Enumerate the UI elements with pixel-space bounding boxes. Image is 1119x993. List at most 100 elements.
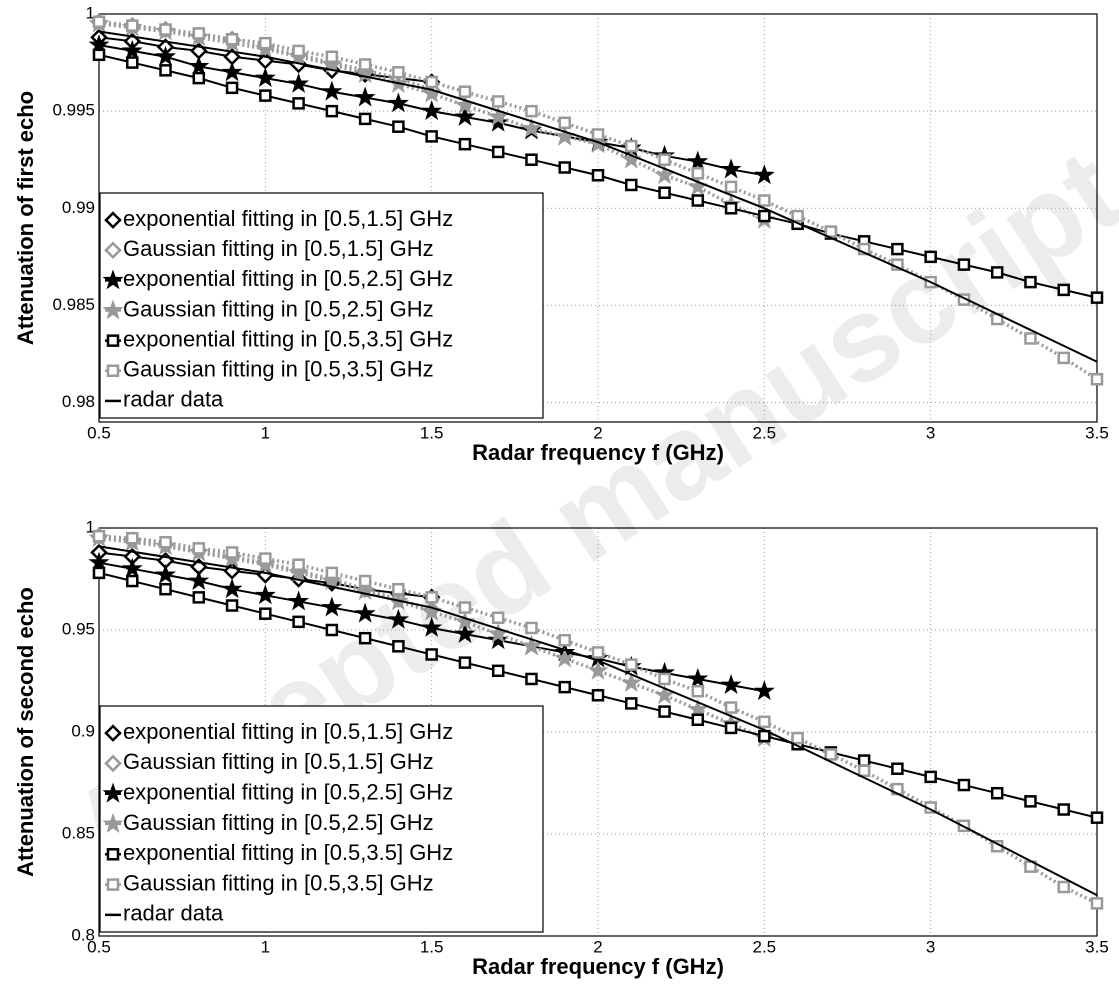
data-point (1090, 811, 1104, 824)
data-point (358, 58, 372, 71)
data-point (587, 659, 609, 680)
x-tick-label: 1 (261, 937, 270, 956)
legend-label: exponential fitting in [0.5,3.5] GHz (123, 326, 453, 351)
data-point (525, 621, 538, 635)
data-point (288, 561, 310, 582)
data-point (121, 557, 143, 578)
data-point (225, 81, 239, 95)
legend-marker (104, 754, 122, 773)
data-point (325, 50, 339, 63)
data-point (454, 623, 476, 644)
data-point (620, 148, 642, 169)
data-point (1057, 880, 1070, 894)
data-point (990, 266, 1004, 279)
data-point (558, 633, 571, 647)
x-tick-label: 3 (926, 423, 935, 442)
data-point (558, 680, 571, 694)
data-point (458, 656, 472, 669)
legend-marker (104, 724, 122, 742)
legend-label: exponential fitting in [0.5,2.5] GHz (123, 266, 453, 291)
data-point (924, 250, 937, 264)
data-point (454, 610, 476, 631)
data-point (92, 566, 106, 580)
data-point (259, 552, 272, 565)
data-point (658, 705, 671, 718)
data-point (192, 27, 206, 40)
data-point (88, 551, 110, 572)
data-point (687, 667, 709, 688)
data-point (625, 658, 638, 671)
data-point (392, 640, 405, 653)
x-axis-label: Radar frequency f (GHz) (472, 954, 724, 979)
data-point (720, 674, 742, 695)
x-tick-label: 2 (593, 937, 602, 956)
x-tick-label: 2.5 (753, 937, 777, 956)
data-point (924, 770, 937, 784)
legend-box (99, 705, 544, 933)
data-point (687, 698, 709, 719)
data-point (458, 137, 472, 151)
legend-marker (106, 364, 120, 378)
data-point (724, 202, 738, 215)
data-point (687, 150, 709, 171)
y-tick-label: 0.995 (52, 101, 95, 120)
legend-label: Gaussian fitting in [0.5,1.5] GHz (123, 749, 434, 774)
data-point (155, 45, 177, 66)
axes-frame (98, 527, 1098, 937)
data-point (720, 158, 742, 179)
data-point (259, 36, 272, 50)
data-point (159, 23, 172, 36)
data-point (458, 85, 472, 98)
data-point (292, 615, 305, 629)
data-point (625, 178, 638, 192)
data-point (491, 664, 505, 678)
data-point (625, 697, 638, 710)
data-point (458, 601, 472, 614)
data-point (654, 684, 676, 705)
data-point (454, 105, 476, 126)
data-point (724, 180, 738, 194)
data-point (1024, 795, 1037, 808)
data-point (824, 748, 838, 761)
data-point (259, 607, 272, 620)
data-point (487, 629, 509, 650)
data-point (225, 546, 239, 559)
data-point (824, 225, 838, 238)
data-point (487, 111, 509, 132)
data-point (225, 599, 239, 612)
data-point (691, 167, 705, 180)
data-point (288, 72, 310, 93)
data-point (957, 778, 971, 792)
x-tick-label: 2.5 (753, 423, 777, 442)
data-point (292, 44, 305, 58)
y-tick-label: 0.85 (62, 823, 95, 842)
data-point (321, 53, 343, 74)
data-point (691, 194, 705, 207)
x-tick-label: 1.5 (420, 937, 444, 956)
data-point (321, 570, 343, 590)
data-point (758, 194, 771, 207)
data-point (525, 104, 538, 118)
data-point (192, 542, 206, 555)
legend-label: radar data (123, 387, 224, 412)
data-point (155, 563, 177, 584)
y-tick-label: 1 (86, 517, 95, 536)
y-axis-label: Attenuation of first echo (13, 91, 38, 345)
data-point (554, 647, 576, 668)
legend-label: Gaussian fitting in [0.5,1.5] GHz (123, 236, 434, 261)
data-point (392, 582, 405, 596)
data-point (259, 89, 272, 102)
data-point (92, 48, 106, 62)
data-point (421, 82, 443, 103)
data-point (321, 596, 343, 617)
axes-frame (98, 13, 1098, 423)
x-tick-label: 3.5 (1085, 423, 1109, 442)
data-point (354, 602, 376, 623)
data-point (225, 33, 239, 46)
legend-label: exponential fitting in [0.5,1.5] GHz (123, 719, 453, 744)
data-point (354, 86, 376, 107)
data-point (1090, 373, 1104, 386)
data-point (591, 646, 605, 659)
legend-marker (106, 878, 120, 891)
